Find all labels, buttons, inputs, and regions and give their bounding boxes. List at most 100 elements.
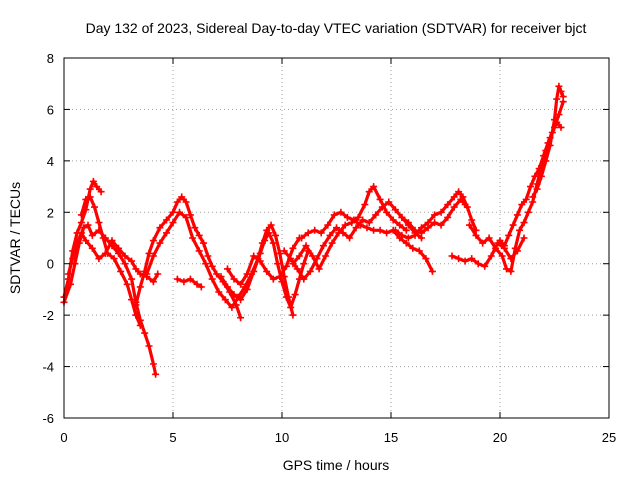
data-point — [337, 208, 345, 216]
y-tick-label: 0 — [47, 257, 54, 272]
data-point — [415, 247, 423, 255]
data-point — [145, 249, 153, 257]
series-sat-track-13 — [391, 188, 480, 242]
series-line — [282, 200, 424, 281]
plot-frame — [63, 57, 610, 419]
data-point — [289, 311, 297, 319]
series-line — [531, 84, 565, 199]
data-point — [498, 252, 506, 260]
data-point — [455, 255, 463, 263]
data-point — [522, 195, 530, 203]
series-line — [134, 195, 243, 320]
data-point — [309, 252, 316, 260]
data-point — [298, 234, 306, 242]
data-point — [385, 198, 393, 206]
marker-group — [132, 193, 245, 322]
data-point — [230, 275, 238, 283]
x-tick-label: 15 — [384, 430, 398, 445]
series-sat-track-7 — [173, 275, 205, 291]
y-axis-label: SDTVAR / TECUs — [7, 182, 23, 294]
data-point — [391, 206, 399, 214]
marker-group — [173, 275, 205, 291]
data-point — [302, 242, 310, 250]
data-point — [354, 213, 362, 221]
data-point — [88, 231, 96, 239]
data-point — [178, 193, 186, 201]
series-sat-track-18 — [529, 82, 567, 201]
data-point — [363, 224, 371, 232]
data-point — [474, 260, 482, 268]
data-point — [121, 260, 129, 268]
data-point — [404, 219, 412, 227]
data-point — [250, 252, 258, 260]
series-sat-track-4 — [77, 193, 144, 329]
data-point — [352, 224, 360, 232]
data-point — [121, 252, 129, 260]
data-point — [481, 262, 489, 270]
data-point — [256, 257, 264, 265]
data-point — [95, 255, 103, 263]
data-point — [156, 224, 164, 232]
data-point — [186, 275, 194, 283]
marker-group — [143, 208, 297, 319]
data-point — [306, 267, 314, 275]
data-point — [450, 193, 458, 201]
data-point — [333, 224, 340, 232]
data-point — [123, 280, 131, 288]
data-point — [250, 267, 258, 275]
data-point — [108, 237, 116, 245]
data-point — [200, 239, 207, 247]
data-point — [376, 195, 384, 203]
data-point — [348, 219, 356, 227]
data-point — [472, 231, 480, 239]
data-point — [343, 213, 351, 221]
data-point — [189, 234, 197, 242]
series-sat-track-10 — [298, 208, 436, 275]
data-point — [361, 201, 369, 209]
data-point — [128, 257, 136, 265]
data-point — [149, 237, 157, 245]
data-point — [195, 247, 203, 255]
data-point — [319, 242, 327, 250]
data-point — [365, 219, 373, 227]
data-point — [533, 185, 541, 193]
marker-group — [217, 229, 312, 311]
data-point — [398, 231, 406, 239]
data-point — [80, 224, 88, 232]
data-point — [546, 141, 554, 149]
data-point — [300, 260, 308, 268]
data-point — [274, 260, 282, 268]
data-point — [365, 188, 373, 196]
data-point — [428, 267, 436, 275]
x-tick-label: 0 — [60, 430, 67, 445]
series-sat-track-8 — [217, 229, 312, 311]
chart-title: Day 132 of 2023, Sidereal Day-to-day VTE… — [86, 20, 587, 36]
data-point — [339, 229, 347, 237]
data-point — [267, 221, 275, 229]
data-point — [217, 273, 225, 281]
data-point — [553, 95, 561, 103]
marker-group — [391, 188, 480, 242]
data-point — [265, 229, 273, 237]
marker-group — [496, 118, 565, 250]
data-point — [237, 280, 245, 288]
data-point — [69, 255, 77, 263]
data-point — [398, 213, 406, 221]
data-point — [84, 221, 92, 229]
data-point — [89, 177, 97, 185]
series-line — [225, 236, 301, 286]
data-point — [215, 288, 223, 296]
data-point — [485, 234, 493, 242]
marker-group — [289, 183, 410, 273]
data-point — [261, 237, 269, 245]
data-point — [461, 201, 469, 209]
data-point — [557, 123, 565, 131]
data-point — [291, 291, 299, 299]
data-point — [256, 249, 264, 257]
data-point — [152, 370, 160, 378]
data-point — [492, 244, 500, 252]
data-point — [422, 255, 430, 263]
marker-group — [224, 234, 303, 288]
y-tick-label: -6 — [42, 411, 54, 426]
data-point — [136, 321, 144, 329]
